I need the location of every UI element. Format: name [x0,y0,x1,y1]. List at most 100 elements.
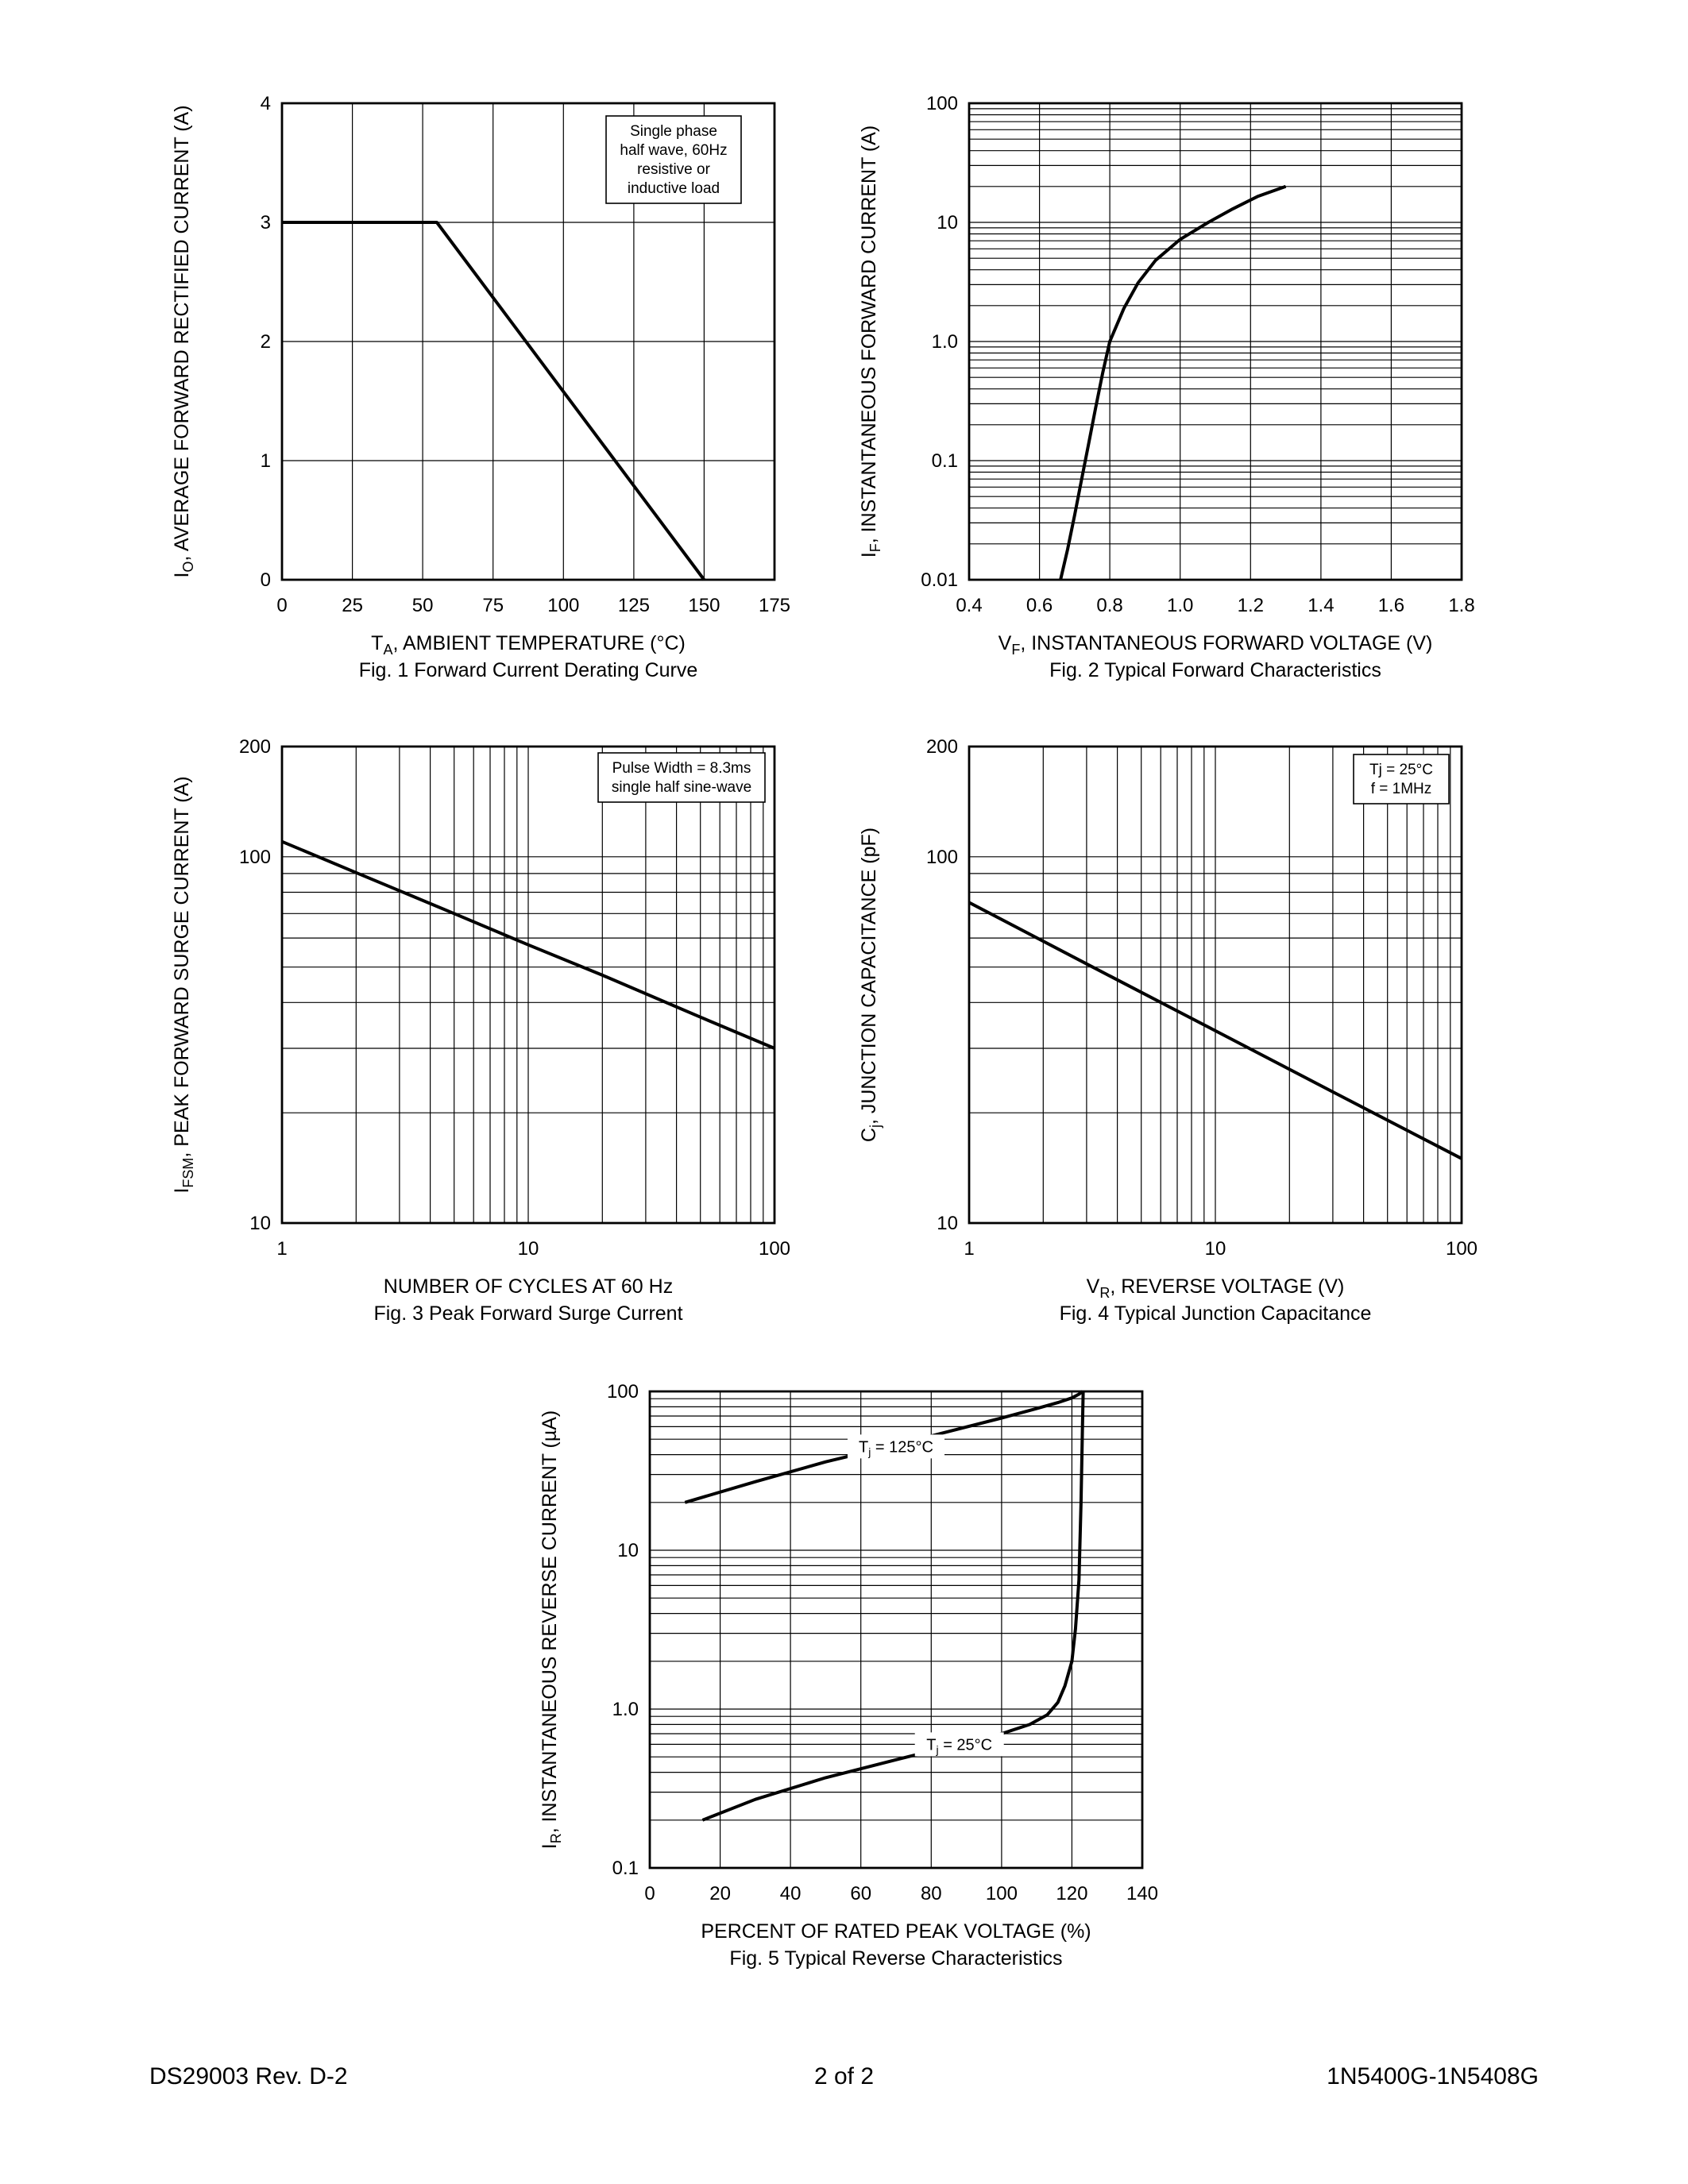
curve-label: Tj = 125°C [848,1434,944,1459]
svg-text:120: 120 [1056,1883,1087,1904]
svg-text:20: 20 [709,1883,731,1904]
x-axis-label: NUMBER OF CYCLES AT 60 Hz [384,1275,673,1298]
svg-text:1.6: 1.6 [1378,595,1404,616]
plot-border [648,1390,1144,1870]
svg-text:10: 10 [518,1238,539,1260]
figure-2-forward-characteristics: 0.4 0.6 0.8 1.0 1.2 1.4 1.6 1.8 0.01 0.1 1.0 10 100 V… [834,79,1485,689]
svg-text:Tj = 25°C: Tj = 25°C [1369,762,1433,778]
svg-text:1.4: 1.4 [1308,595,1334,616]
plot-area: Single phase half wave, 60Hz resistive or i… [171,93,790,681]
svg-text:inductive load: inductive load [628,180,720,197]
svg-text:half wave, 60Hz: half wave, 60Hz [620,142,727,159]
grid-lines [649,1391,1143,1869]
annotation-box: Tj = 25°C f = 1MHz [1353,754,1450,805]
fig1-chart: Single phase half wave, 60Hz resistive or i… [171,93,790,681]
svg-text:100: 100 [926,93,958,114]
svg-text:175: 175 [759,595,790,616]
grid-lines [968,102,1462,581]
svg-text:1: 1 [964,1238,974,1260]
svg-text:125: 125 [618,595,650,616]
series-derating-curve [282,221,706,581]
y-axis-label: IF, INSTANTANEOUS FORWARD CURRENT (A) [858,125,883,558]
annotation-box: Single phase half wave, 60Hz resistive or i… [605,115,742,204]
svg-text:2: 2 [261,331,271,353]
svg-text:0.01: 0.01 [921,569,958,591]
page-footer: DS29003 Rev. D-2 2 of 2 1N5400G-1N5408G [149,2063,1539,2098]
svg-text:0.6: 0.6 [1026,595,1053,616]
svg-text:100: 100 [1446,1238,1477,1260]
x-axis-label: VR, REVERSE VOLTAGE (V) [1087,1275,1345,1301]
svg-text:0.4: 0.4 [956,595,982,616]
annotation-box: Pulse Width = 8.3ms single half sine-wave [597,752,766,803]
x-tick-labels: 0 20 40 60 80 100 120 140 [644,1883,1158,1904]
svg-text:200: 200 [239,736,271,758]
svg-text:10: 10 [937,1213,958,1234]
y-axis-label: IO, AVERAGE FORWARD RECTIFIED CURRENT (A… [171,105,196,577]
plot-border [968,102,1463,581]
series-reverse-current-125c [684,1390,1083,1504]
y-axis-label: IFSM, PEAK FORWARD SURGE CURRENT (A) [171,776,196,1193]
svg-text:4: 4 [261,93,271,114]
x-axis-label: VF, INSTANTANEOUS FORWARD VOLTAGE (V) [999,632,1433,658]
svg-text:10: 10 [1205,1238,1226,1260]
svg-text:140: 140 [1126,1883,1158,1904]
fig5-chart: Tj = 125°C Tj = 25°C 0 20 40 60 80 100 120 140 0.1… [539,1381,1158,1970]
document-number: DS29003 Rev. D-2 [149,2063,348,2089]
figure-caption: Fig. 1 Forward Current Derating Curve [359,659,698,681]
svg-text:Pulse Width = 8.3ms: Pulse Width = 8.3ms [612,760,751,777]
figure-caption: Fig. 5 Typical Reverse Characteristics [729,1947,1062,1970]
svg-text:0.8: 0.8 [1096,595,1122,616]
figure-3-surge-current: Pulse Width = 8.3ms single half sine-wave… [147,723,798,1332]
svg-text:3: 3 [261,212,271,233]
svg-text:0: 0 [261,569,271,591]
figure-4-junction-capacitance: Tj = 25°C f = 1MHz 1 10 100 10 100 200 VR, REVER… [834,723,1485,1332]
series-forward-characteristic [1059,184,1287,581]
x-axis-label: TA, AMBIENT TEMPERATURE (°C) [371,632,686,658]
svg-text:1.2: 1.2 [1238,595,1264,616]
svg-text:100: 100 [607,1381,639,1403]
svg-text:100: 100 [547,595,579,616]
fig2-chart: 0.4 0.6 0.8 1.0 1.2 1.4 1.6 1.8 0.01 0.1 1.0 10 100 V… [858,93,1475,681]
svg-text:Tj = 125°C: Tj = 125°C [859,1438,933,1458]
page-number: 2 of 2 [813,2063,875,2089]
x-tick-labels: 0.4 0.6 0.8 1.0 1.2 1.4 1.6 1.8 [956,595,1474,616]
x-tick-labels: 1 10 100 [964,1238,1477,1260]
svg-text:150: 150 [688,595,720,616]
plot-area: 0.4 0.6 0.8 1.0 1.2 1.4 1.6 1.8 0.01 0.1 1.0 10 100 V… [858,93,1475,681]
svg-text:0: 0 [276,595,287,616]
svg-text:single half sine-wave: single half sine-wave [612,779,751,796]
svg-text:0.1: 0.1 [612,1858,639,1879]
svg-text:f = 1MHz: f = 1MHz [1371,781,1432,797]
plot-area: Pulse Width = 8.3ms single half sine-wave… [171,736,790,1325]
series-reverse-current-25c [701,1391,1085,1822]
figure-5-reverse-characteristics: Tj = 125°C Tj = 25°C 0 20 40 60 80 100 120 140 0.1… [515,1368,1166,1977]
svg-text:100: 100 [986,1883,1018,1904]
x-tick-labels: 0 25 50 75 100 125 150 175 [276,595,790,616]
y-tick-labels: 10 100 200 [926,736,958,1234]
plot-border [280,745,776,1225]
y-tick-labels: 0 1 2 3 4 [261,93,271,591]
svg-text:1: 1 [276,1238,287,1260]
svg-text:1: 1 [261,450,271,472]
figure-caption: Fig. 4 Typical Junction Capacitance [1060,1302,1372,1325]
svg-text:200: 200 [926,736,958,758]
series-junction-capacitance [968,901,1462,1160]
svg-text:1.0: 1.0 [1167,595,1193,616]
svg-text:Single phase: Single phase [630,123,717,140]
plot-border [280,102,776,581]
figure-caption: Fig. 2 Typical Forward Characteristics [1049,659,1381,681]
svg-text:1.8: 1.8 [1448,595,1474,616]
svg-text:80: 80 [921,1883,942,1904]
svg-text:50: 50 [412,595,434,616]
svg-text:100: 100 [239,847,271,868]
svg-text:0.1: 0.1 [932,450,958,472]
plot-area: Tj = 125°C Tj = 25°C 0 20 40 60 80 100 120 140 0.1… [539,1381,1158,1970]
svg-text:Tj = 25°C: Tj = 25°C [926,1736,992,1756]
y-tick-labels: 10 100 200 [239,736,271,1234]
svg-text:40: 40 [780,1883,802,1904]
fig3-chart: Pulse Width = 8.3ms single half sine-wave… [171,736,790,1325]
svg-text:10: 10 [937,212,958,233]
svg-text:25: 25 [342,595,363,616]
svg-text:1.0: 1.0 [612,1699,639,1720]
